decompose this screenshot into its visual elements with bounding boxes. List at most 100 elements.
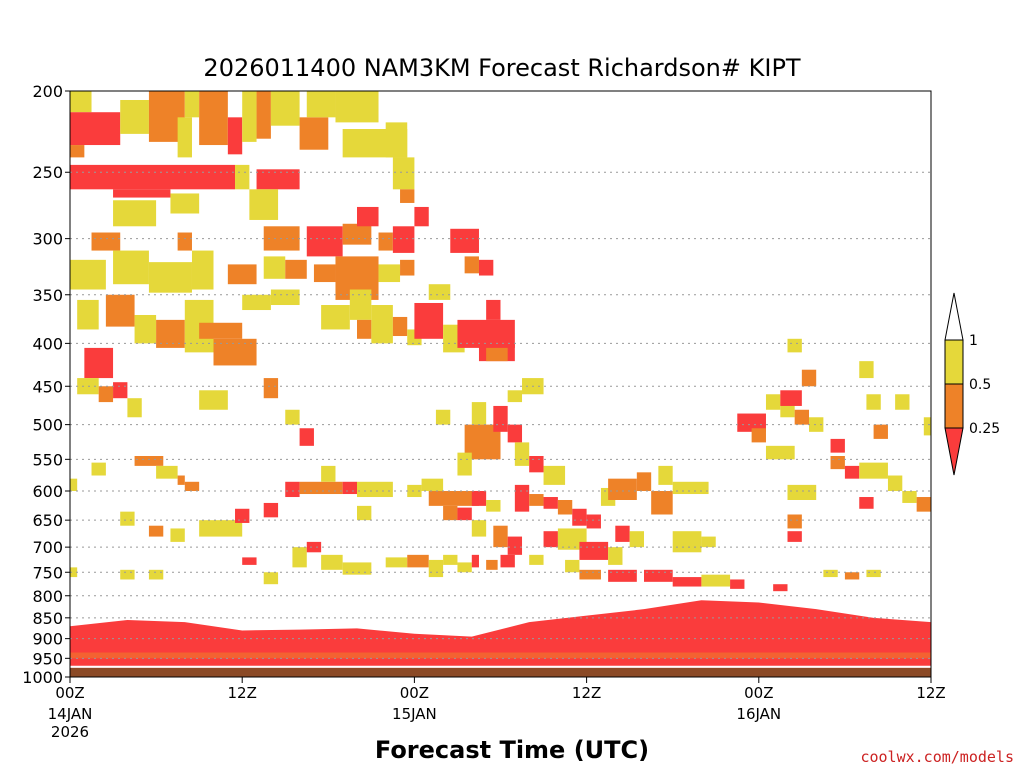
heatmap-cell [292,547,307,568]
heatmap-cell [658,465,673,485]
heatmap-cell [471,402,487,425]
heatmap-cell [629,531,644,548]
heatmap-cell [507,424,523,443]
heatmap-cell [70,91,92,113]
y-tick-label: 800 [32,587,63,606]
heatmap-cell [428,491,479,506]
below-ground-band [70,667,931,677]
x-tick-label: 00Z [55,684,84,702]
y-tick-label: 250 [32,163,63,182]
heatmap-cell [450,228,479,253]
heatmap-cell [636,472,652,492]
heatmap-cell [134,456,164,466]
heatmap-cell [199,520,243,537]
heatmap-cell [184,91,200,118]
heatmap-cell [235,164,250,190]
x-tick-sublabel: 15JAN [392,705,437,723]
y-tick-label: 400 [32,334,63,353]
plot-frame [69,90,932,678]
legend-label: 1 [969,333,978,349]
heatmap-cell [306,226,343,257]
heatmap-cell [385,122,408,158]
heatmap-cell [493,525,508,548]
heatmap-cell [608,569,637,582]
plot-area [69,90,932,678]
legend-label: 0.25 [969,421,1000,437]
heatmap-cell [579,541,609,560]
heatmap-cell [392,157,415,190]
heatmap-cell [120,99,149,134]
x-tick-label: 00Z [744,684,773,702]
heatmap-cell [486,559,498,570]
heatmap-cell [357,206,379,227]
heatmap-cell [787,514,802,529]
heatmap-cell [507,536,523,555]
heatmap-cell [557,499,573,515]
heatmap-cell [414,302,444,339]
heatmap-cell [342,481,357,495]
heatmap-cell [385,557,408,568]
heatmap-cell [529,456,544,473]
y-tick-label: 750 [32,563,63,582]
heatmap-cell [335,91,379,123]
x-tick-sublabel: 14JAN [48,705,93,723]
low-level-layer [70,652,931,659]
legend-swatch-0.5-1 [944,339,964,385]
x-axis-label: Forecast Time (UTC) [375,736,649,764]
heatmap-cell [357,481,393,498]
heatmap-cell [177,475,185,485]
y-tick-label: 200 [32,82,63,101]
x-tick-label: 12Z [916,684,945,702]
heatmap-cell [177,117,192,158]
heatmap-cell [414,206,429,227]
heatmap-cell [199,91,228,146]
y-tick-label: 650 [32,511,63,530]
heatmap-cell [765,445,795,460]
y-tick-label: 950 [32,649,63,668]
heatmap-cell [70,112,121,146]
heatmap-cell [529,554,544,565]
heatmap-cell [615,525,630,542]
y-tick-label: 550 [32,450,63,469]
heatmap-cell [529,494,544,506]
heatmap-cell [823,569,838,578]
heatmap-cell [794,409,810,425]
heatmap-cell [471,520,487,537]
x-tick-label: 12Z [228,684,257,702]
heatmap-cell [895,394,910,410]
heatmap-cell [887,475,903,492]
heatmap-cell [148,262,192,293]
heatmap-cell [70,164,236,190]
heatmap-cell [916,497,931,512]
heatmap-cell [809,417,824,432]
legend-swatch-below-0.25 [944,427,964,476]
heatmap-cell [191,250,214,290]
heatmap-cell [902,491,917,503]
heatmap-cells [70,91,931,677]
heatmap-cell [859,497,874,509]
heatmap-cell [435,409,451,425]
heatmap-cell [127,398,142,418]
heatmap-cell [428,559,444,578]
heatmap-cell [184,481,200,492]
heatmap-cell [256,91,271,139]
heatmap-cell [199,322,243,339]
heatmap-cell [830,438,845,453]
heatmap-cell [407,484,422,498]
heatmap-cell [787,531,802,542]
heatmap-cell [443,554,458,565]
heatmap-cell [378,232,393,251]
heatmap-cell [285,259,307,279]
heatmap-cell [321,465,336,482]
heatmap-cell [787,338,802,353]
heatmap-cell [242,294,271,311]
x-tick-label: 00Z [400,684,429,702]
heatmap-cell [105,294,135,327]
heatmap-cell [242,557,257,565]
boundary-layer-band [70,600,931,668]
heatmap-cell [400,189,415,203]
heatmap-cell [859,462,888,479]
heatmap-cell [608,478,637,500]
